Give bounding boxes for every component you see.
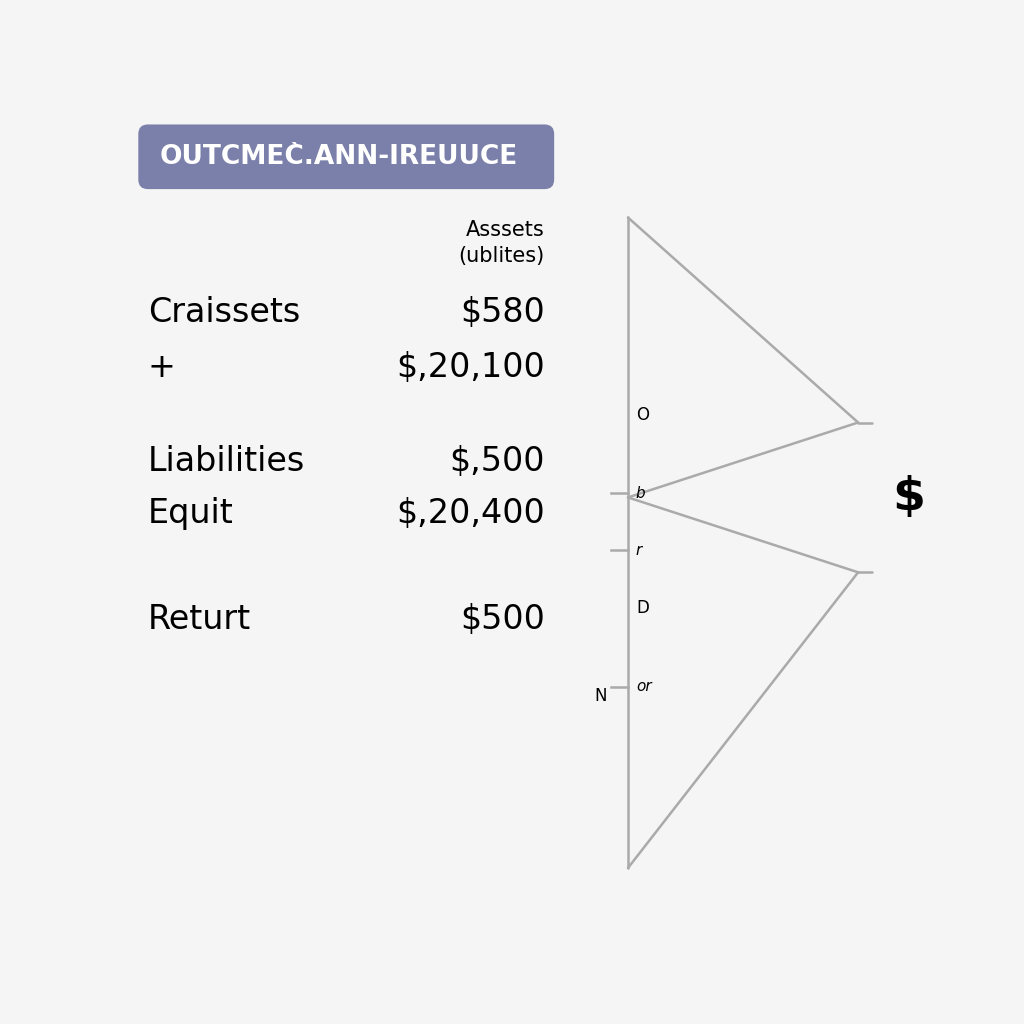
Text: N: N (594, 687, 606, 705)
Text: D: D (636, 599, 649, 616)
Text: +: + (147, 351, 176, 384)
Text: Equit: Equit (147, 497, 233, 529)
Text: Returt: Returt (147, 603, 251, 636)
Text: Asssets
(ublites): Asssets (ublites) (459, 220, 545, 265)
Text: or: or (636, 679, 651, 694)
Text: $: $ (892, 475, 926, 520)
Text: OUTCMEC̀.ANN-IREUUCE: OUTCMEC̀.ANN-IREUUCE (160, 143, 518, 170)
Text: $580: $580 (460, 296, 545, 329)
FancyBboxPatch shape (138, 125, 554, 189)
Text: Craissets: Craissets (147, 296, 300, 329)
Text: $,20,100: $,20,100 (396, 351, 545, 384)
Text: $,500: $,500 (450, 445, 545, 478)
Text: $500: $500 (460, 603, 545, 636)
Text: $,20,400: $,20,400 (396, 497, 545, 529)
Text: Liabilities: Liabilities (147, 445, 305, 478)
Text: O: O (636, 406, 649, 424)
Text: b: b (636, 486, 645, 501)
Text: r: r (636, 543, 642, 558)
